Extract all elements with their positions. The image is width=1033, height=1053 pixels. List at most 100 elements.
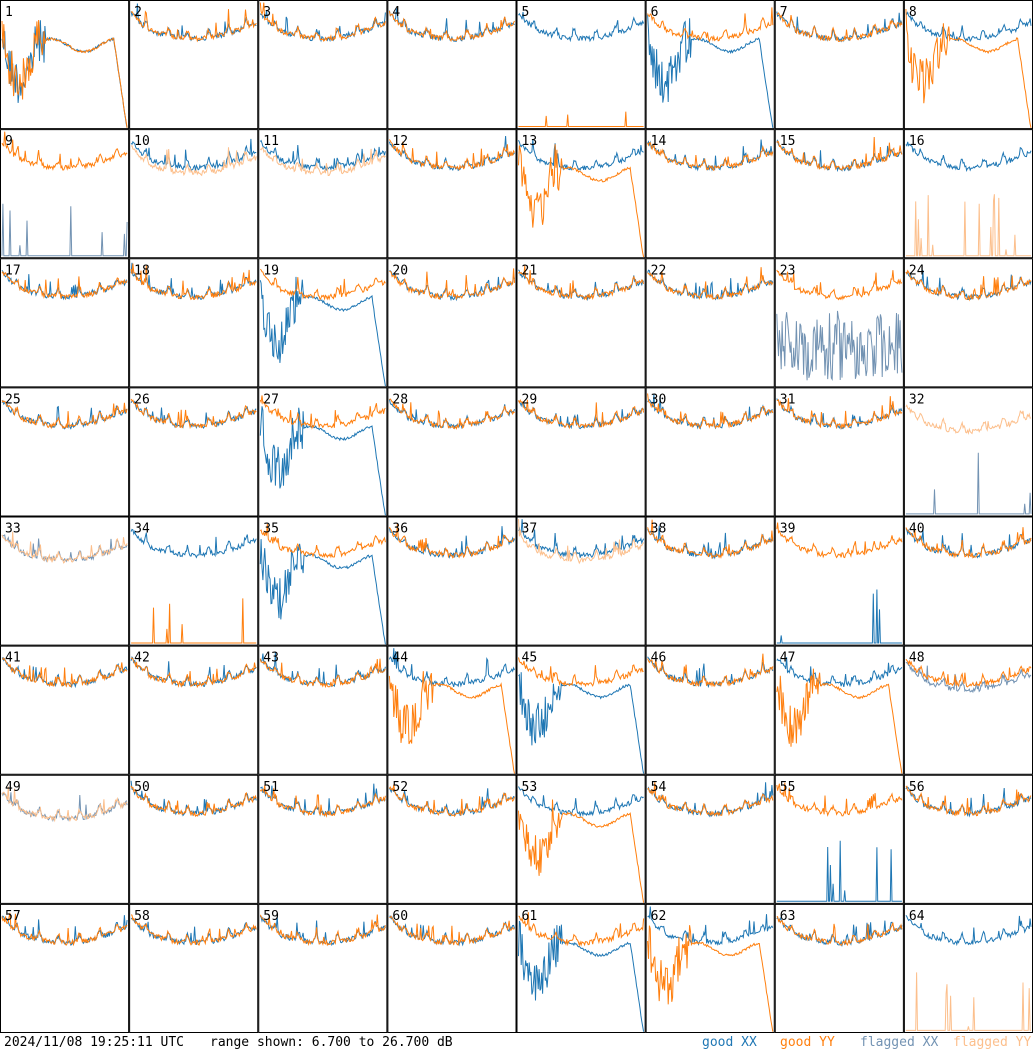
series-yy-44 [388,671,515,774]
series-yy-5 [518,111,644,127]
panel-frame [774,516,904,646]
series-yy-11 [259,146,386,176]
panel-label-17: 17 [5,263,21,278]
legend-flagged-yy: flagged YY [953,1035,1032,1050]
series-yy-54 [647,782,774,817]
panel-49: 49 [0,774,130,904]
panel-26: 26 [129,387,259,517]
series-xx-14 [647,139,774,172]
panel-label-30: 30 [651,392,667,407]
series-yy-3 [259,2,386,42]
series-yy-4 [388,10,515,43]
series-yy-24 [905,269,1032,302]
series-xx-39 [776,589,902,644]
panel-label-21: 21 [522,263,538,278]
panel-9: 9 [0,129,130,259]
series-yy-25 [1,400,128,430]
panel-18: 18 [129,258,259,388]
series-yy-22 [647,267,774,300]
panel-61: 61 [516,903,646,1033]
series-yy-30 [647,393,774,430]
panel-12: 12 [387,129,517,259]
series-yy-17 [1,270,128,301]
legend-good-yy: good YY [780,1035,835,1050]
panel-frame [774,903,904,1033]
panel-frame [0,645,130,775]
panel-5: 5 [516,0,646,130]
panel-42: 42 [129,645,259,775]
panel-frame [0,516,130,646]
series-xx-45 [518,672,645,774]
panel-frame [516,645,646,775]
series-yy-8 [905,8,1032,128]
series-xx-9 [1,203,128,257]
panel-label-20: 20 [392,263,408,278]
series-xx-48 [905,661,1032,694]
panel-label-25: 25 [5,392,21,407]
panel-frame [129,0,259,130]
panel-23: 23 [774,258,904,388]
series-xx-29 [518,400,645,430]
panel-frame [645,0,775,130]
panel-19: 19 [258,258,388,388]
panel-label-7: 7 [780,5,788,20]
series-yy-14 [647,141,774,172]
panel-52: 52 [387,774,517,904]
panel-frame [516,129,646,259]
series-xx-25 [1,399,128,430]
panel-label-12: 12 [392,134,408,149]
series-xx-12 [388,135,515,172]
panel-label-15: 15 [780,134,796,149]
panel-15: 15 [774,129,904,259]
series-yy-32 [905,404,1032,436]
series-yy-12 [388,139,515,171]
panel-label-49: 49 [5,780,21,795]
panel-label-56: 56 [909,780,925,795]
series-yy-37 [518,519,644,565]
panel-frame [774,129,904,259]
panel-label-31: 31 [780,392,796,407]
series-yy-56 [905,785,1032,817]
panel-frame [387,0,517,130]
series-xx-43 [259,652,386,688]
series-yy-20 [389,268,515,300]
panel-frame [645,516,775,646]
series-yy-46 [647,653,774,688]
panel-32: 32 [903,387,1033,517]
series-xx-15 [776,139,903,173]
series-xx-4 [388,8,515,42]
legend-good-xx: good XX [702,1035,757,1050]
panel-11: 11 [258,129,388,259]
series-yy-42 [130,657,257,689]
panel-frame [258,258,388,388]
panel-21: 21 [516,258,646,388]
panel-label-28: 28 [392,392,408,407]
panel-frame [645,903,775,1033]
series-xx-36 [388,526,515,559]
panel-frame [516,0,646,130]
series-yy-43 [259,658,386,689]
panel-frame [516,774,646,904]
series-yy-10 [130,145,257,177]
series-xx-46 [647,656,774,689]
panel-38: 38 [645,516,775,646]
panel-label-4: 4 [392,5,400,20]
panel-frame [387,516,517,646]
panel-50: 50 [129,774,259,904]
panel-label-19: 19 [263,263,279,278]
panel-label-50: 50 [134,780,150,795]
series-yy-28 [389,398,515,430]
panel-33: 33 [0,516,130,646]
series-xx-51 [260,783,386,818]
panel-frame [258,903,388,1033]
footer: 2024/11/08 19:25:11 UTC range shown: 6.7… [0,1033,1033,1053]
panel-label-8: 8 [909,5,917,20]
panel-4: 4 [387,0,517,130]
series-xx-64 [905,915,1032,947]
panel-frame [645,129,775,259]
panel-label-44: 44 [392,651,408,666]
panel-6: 6 [645,0,775,130]
panel-frame [129,387,259,517]
panel-63: 63 [774,903,904,1033]
panel-41: 41 [0,645,130,775]
